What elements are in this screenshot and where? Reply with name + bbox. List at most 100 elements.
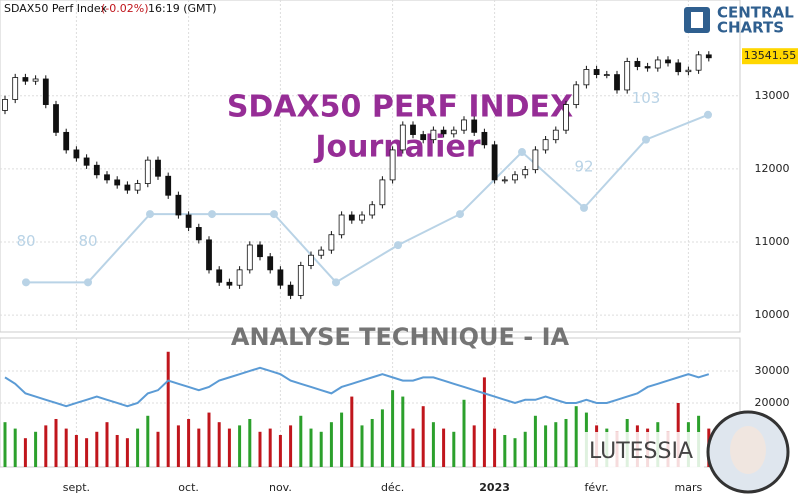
volume-bar bbox=[493, 428, 497, 467]
indicator-point bbox=[518, 148, 526, 157]
y-tick-label: 11000 bbox=[755, 235, 790, 248]
volume-bar bbox=[523, 431, 527, 467]
volume-bar bbox=[176, 425, 180, 467]
volume-bar bbox=[340, 412, 344, 467]
candle-body bbox=[83, 157, 90, 166]
logo: CENTRAL CHARTS bbox=[684, 4, 794, 37]
change: (-0.02%) bbox=[101, 2, 149, 15]
candle-body bbox=[552, 129, 559, 141]
candle-body bbox=[695, 54, 702, 71]
x-tick-label: nov. bbox=[269, 481, 292, 494]
candle-body bbox=[134, 183, 141, 191]
volume-bar bbox=[380, 409, 384, 467]
indicator-point bbox=[146, 210, 154, 219]
candle-body bbox=[583, 69, 590, 86]
y-tick-label: 20000 bbox=[755, 396, 790, 409]
last-price-bg bbox=[742, 48, 798, 65]
candle-body bbox=[461, 119, 467, 131]
volume-bar bbox=[309, 428, 313, 467]
volume-bar bbox=[248, 418, 252, 467]
candle-body bbox=[277, 269, 284, 286]
candle-body bbox=[185, 214, 192, 228]
time: 16:19 (GMT) bbox=[148, 2, 217, 15]
volume-bar bbox=[146, 415, 150, 467]
x-tick-label: déc. bbox=[381, 481, 404, 494]
volume-bar bbox=[370, 418, 374, 467]
candle-body bbox=[73, 149, 80, 159]
indicator-label: 92 bbox=[574, 157, 593, 175]
volume-bar bbox=[462, 399, 466, 467]
candle-body bbox=[369, 204, 376, 216]
candle-body bbox=[603, 74, 610, 76]
volume-bar bbox=[421, 406, 425, 467]
volume-bar bbox=[197, 428, 201, 467]
volume-bar bbox=[391, 390, 395, 467]
x-tick-label: févr. bbox=[585, 481, 609, 494]
volume-bar bbox=[350, 396, 354, 467]
candle-body bbox=[42, 78, 49, 105]
watermark-period: Journalier bbox=[313, 130, 480, 165]
candle-body bbox=[399, 124, 406, 151]
indicator-point bbox=[642, 135, 650, 144]
candle-body bbox=[450, 129, 457, 135]
y-tick-label: 13000 bbox=[755, 89, 790, 102]
volume-bar bbox=[319, 431, 323, 467]
logo-text: CHARTS bbox=[717, 19, 784, 37]
candle-body bbox=[624, 61, 631, 91]
candle-body bbox=[93, 164, 100, 176]
volume-bar bbox=[95, 431, 99, 467]
volume-bar bbox=[227, 428, 231, 467]
logo-icon-inner bbox=[691, 12, 703, 28]
indicator-label: 103 bbox=[632, 89, 661, 107]
candle-body bbox=[675, 62, 682, 73]
volume-bar bbox=[513, 438, 517, 467]
candle-body bbox=[267, 256, 274, 271]
candle-body bbox=[195, 227, 202, 241]
candle-body bbox=[2, 99, 8, 111]
candle-body bbox=[175, 194, 182, 216]
brand: LUTESSIA bbox=[589, 439, 693, 464]
volume-bar bbox=[3, 422, 7, 467]
volume-bar bbox=[187, 418, 191, 467]
x-tick-label: oct. bbox=[178, 481, 199, 494]
volume-bar bbox=[115, 434, 119, 467]
candle-body bbox=[318, 249, 325, 256]
volume-bar bbox=[574, 406, 578, 467]
candle-body bbox=[104, 174, 110, 181]
volume-bar bbox=[238, 425, 242, 467]
candle-body bbox=[53, 104, 59, 133]
indicator-label: 80 bbox=[16, 232, 35, 250]
candle-body bbox=[236, 269, 243, 286]
volume-bar bbox=[554, 422, 558, 467]
indicator-line bbox=[26, 113, 709, 284]
volume-bar bbox=[258, 431, 262, 467]
candle-body bbox=[297, 265, 304, 296]
indicator-point bbox=[208, 210, 216, 219]
volume-bar bbox=[533, 415, 537, 467]
index-name: SDAX50 Perf Index bbox=[4, 2, 107, 15]
volume-bar bbox=[411, 428, 415, 467]
candle-body bbox=[522, 169, 529, 176]
candle-body bbox=[563, 104, 569, 131]
volume-bar bbox=[431, 422, 435, 467]
candle-body bbox=[389, 149, 396, 181]
candle-body bbox=[155, 159, 161, 177]
candle-body bbox=[501, 179, 508, 182]
volume-bar bbox=[217, 422, 221, 467]
indicator-point bbox=[394, 241, 402, 250]
volume-bar bbox=[442, 428, 446, 467]
volume-bar bbox=[105, 422, 109, 467]
volume-bar bbox=[85, 438, 89, 467]
watermark: SDAX50 PERF INDEX Journalier bbox=[227, 90, 573, 165]
indicator: 80 80 92 103 bbox=[16, 89, 712, 287]
volume-bar bbox=[74, 434, 78, 467]
volume-bar bbox=[125, 438, 129, 467]
candle-body bbox=[634, 61, 641, 67]
volume-line bbox=[4, 366, 710, 408]
last-price: 13541.55 bbox=[744, 49, 797, 62]
x-tick-label: sept. bbox=[63, 481, 90, 494]
candle-body bbox=[491, 144, 498, 181]
volume-bar bbox=[503, 434, 507, 467]
volume-bar bbox=[207, 412, 211, 467]
